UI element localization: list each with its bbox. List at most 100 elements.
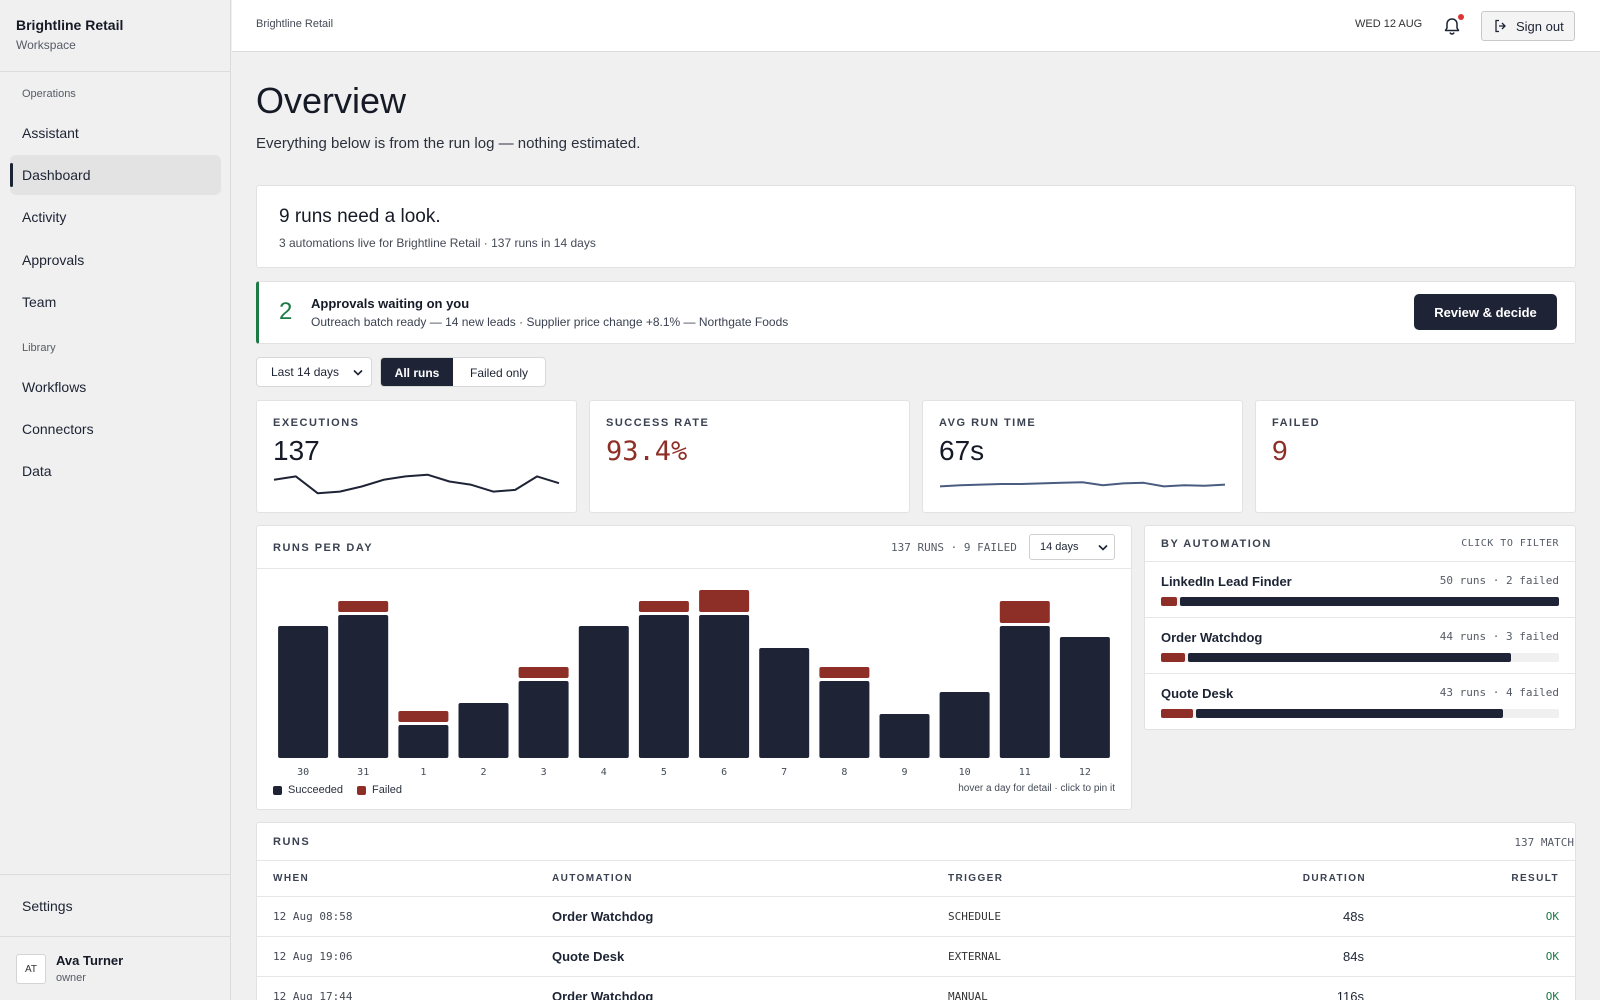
x-tick-label: 11 bbox=[1019, 767, 1031, 778]
bar-succeeded-8[interactable] bbox=[819, 681, 870, 758]
col-automation[interactable]: AUTOMATION bbox=[552, 873, 633, 884]
all-runs-button[interactable]: All runs bbox=[381, 358, 453, 386]
sidebar-item-activity[interactable]: Activity bbox=[22, 209, 67, 225]
bar-succeeded-1[interactable] bbox=[398, 725, 449, 758]
range-select-value: Last 14 days bbox=[271, 365, 340, 379]
chart-hint: hover a day for detail · click to pin it bbox=[958, 783, 1115, 794]
sidebar-item-approvals[interactable]: Approvals bbox=[22, 252, 85, 268]
sidebar-item-settings[interactable]: Settings bbox=[22, 898, 73, 914]
kpi-success-rate-value: 93.4% bbox=[606, 436, 688, 467]
table-row[interactable]: 12 Aug 08:58 Order Watchdog SCHEDULE 48s… bbox=[257, 896, 1575, 936]
bar-succeeded-31[interactable] bbox=[338, 615, 389, 758]
sidebar-item-connectors[interactable]: Connectors bbox=[22, 421, 94, 437]
run-automation: Order Watchdog bbox=[552, 909, 654, 924]
avatar: AT bbox=[16, 954, 46, 984]
sign-out-label: Sign out bbox=[1516, 18, 1564, 34]
bar-succeeded-4[interactable] bbox=[578, 626, 629, 758]
kpi-executions-value: 137 bbox=[273, 435, 320, 466]
runs-match-count: 137 MATCH bbox=[1514, 836, 1574, 849]
x-tick-label: 9 bbox=[901, 767, 907, 778]
approvals-title: Approvals waiting on you bbox=[311, 296, 470, 311]
chart-title: RUNS PER DAY bbox=[273, 542, 374, 554]
x-tick-label: 2 bbox=[480, 767, 486, 778]
bar-succeeded-2[interactable] bbox=[458, 703, 509, 758]
bar-succeeded-7[interactable] bbox=[759, 648, 810, 758]
automation-row-order-watchdog[interactable]: Order Watchdog 44 runs · 3 failed bbox=[1145, 617, 1575, 673]
sign-out-icon bbox=[1495, 19, 1506, 33]
run-result: OK bbox=[1545, 910, 1559, 923]
col-trigger[interactable]: TRIGGER bbox=[948, 873, 1004, 884]
bar-succeeded-9[interactable] bbox=[879, 714, 930, 758]
bar-failed-1[interactable] bbox=[398, 711, 449, 722]
bar-failed-3[interactable] bbox=[518, 667, 569, 678]
automation-stat: 44 runs · 3 failed bbox=[1439, 630, 1559, 643]
automation-stat: 50 runs · 2 failed bbox=[1439, 574, 1559, 587]
x-tick-label: 6 bbox=[721, 767, 727, 778]
run-filter-toggle: All runs Failed only bbox=[380, 357, 546, 387]
bar-succeeded-6[interactable] bbox=[699, 615, 750, 758]
col-result[interactable]: RESULT bbox=[1511, 873, 1559, 884]
bar-failed-6[interactable] bbox=[699, 590, 750, 612]
runs-bar-chart[interactable]: 30 31 1 2 3 4 5 6 7 8 9 10 11 12 bbox=[257, 569, 1131, 783]
x-tick-label: 31 bbox=[357, 767, 369, 778]
automation-row-quote-desk[interactable]: Quote Desk 43 runs · 4 failed bbox=[1145, 673, 1575, 729]
top-bar: Brightline Retail WED 12 AUG Sign out bbox=[232, 0, 1600, 52]
run-trigger: EXTERNAL bbox=[948, 950, 1001, 963]
runs-title: RUNS bbox=[273, 836, 311, 848]
nav-group-library: Library bbox=[22, 342, 56, 354]
bar-failed-8[interactable] bbox=[819, 667, 870, 678]
run-when: 12 Aug 19:06 bbox=[273, 950, 353, 963]
sign-out-button[interactable]: Sign out bbox=[1481, 11, 1575, 41]
automation-bar bbox=[1161, 709, 1559, 718]
breadcrumb[interactable]: Brightline Retail bbox=[256, 18, 334, 30]
bar-failed-5[interactable] bbox=[638, 601, 689, 612]
run-when: 12 Aug 17:44 bbox=[273, 990, 353, 1000]
run-result: OK bbox=[1545, 990, 1559, 1000]
automation-stat: 43 runs · 4 failed bbox=[1439, 686, 1559, 699]
x-tick-label: 4 bbox=[601, 767, 607, 778]
chevron-down-icon bbox=[353, 369, 363, 376]
bar-succeeded-11[interactable] bbox=[999, 626, 1050, 758]
bell-icon[interactable] bbox=[1442, 16, 1462, 36]
current-date: WED 12 AUG bbox=[1355, 18, 1423, 30]
chart-range-select[interactable]: 14 days bbox=[1029, 534, 1115, 560]
sidebar-item-assistant[interactable]: Assistant bbox=[22, 125, 79, 141]
bar-succeeded-30[interactable] bbox=[278, 626, 329, 758]
failed-only-button[interactable]: Failed only bbox=[469, 366, 529, 380]
table-row[interactable]: 12 Aug 17:44 Order Watchdog MANUAL 116s … bbox=[257, 976, 1575, 1000]
failed-segment bbox=[1161, 653, 1185, 662]
user-name: Ava Turner bbox=[56, 953, 124, 968]
bar-failed-31[interactable] bbox=[338, 601, 389, 612]
col-duration[interactable]: DURATION bbox=[1302, 873, 1366, 884]
chart-summary: 137 RUNS · 9 FAILED bbox=[891, 541, 1017, 554]
x-tick-label: 1 bbox=[420, 767, 426, 778]
failed-segment bbox=[1161, 597, 1177, 606]
col-when[interactable]: WHEN bbox=[273, 873, 310, 884]
automation-name: LinkedIn Lead Finder bbox=[1161, 574, 1292, 589]
bar-failed-11[interactable] bbox=[999, 601, 1050, 623]
review-decide-button[interactable]: Review & decide bbox=[1414, 294, 1557, 330]
automation-row-linkedin-lead-finder[interactable]: LinkedIn Lead Finder 50 runs · 2 failed bbox=[1145, 561, 1575, 617]
kpi-failed-value: 9 bbox=[1272, 435, 1288, 466]
sparkline-path bbox=[273, 473, 560, 495]
bar-succeeded-12[interactable] bbox=[1059, 637, 1110, 758]
user-profile[interactable]: AT Ava Turner owner bbox=[0, 936, 231, 1000]
sidebar-item-workflows[interactable]: Workflows bbox=[22, 379, 87, 395]
sidebar-item-dashboard[interactable]: Dashboard bbox=[10, 155, 221, 195]
alert-headline: 9 runs need a look. bbox=[279, 206, 441, 227]
by-automation-title: BY AUTOMATION bbox=[1161, 538, 1272, 550]
sidebar-item-data[interactable]: Data bbox=[22, 463, 52, 479]
x-tick-label: 30 bbox=[297, 767, 309, 778]
range-select[interactable]: Last 14 days bbox=[256, 357, 372, 387]
run-result: OK bbox=[1545, 950, 1559, 963]
bar-succeeded-3[interactable] bbox=[518, 681, 569, 758]
sidebar-item-team[interactable]: Team bbox=[22, 294, 57, 310]
table-row[interactable]: 12 Aug 19:06 Quote Desk EXTERNAL 84s OK bbox=[257, 936, 1575, 976]
runs-alert-card: 9 runs need a look. 3 automations live f… bbox=[256, 185, 1576, 268]
automation-name: Order Watchdog bbox=[1161, 630, 1263, 645]
x-tick-label: 5 bbox=[661, 767, 667, 778]
bar-succeeded-10[interactable] bbox=[939, 692, 990, 758]
bar-succeeded-5[interactable] bbox=[638, 615, 689, 758]
chart-legend: Succeeded Failed bbox=[273, 784, 402, 796]
run-automation: Quote Desk bbox=[552, 949, 625, 964]
